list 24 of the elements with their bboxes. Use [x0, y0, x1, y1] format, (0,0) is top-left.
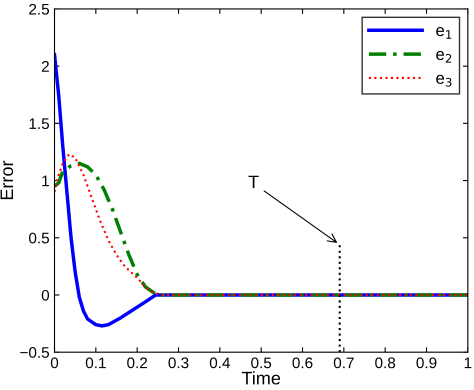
y-axis-title: Error	[0, 160, 14, 200]
y-tick-label: 1.5	[30, 118, 50, 130]
x-tick-label: 0.3	[168, 357, 188, 368]
y-tick-label: 1	[42, 176, 49, 186]
x-tick-label: 1	[464, 358, 472, 368]
x-tick-label: 0.1	[86, 357, 106, 368]
x-tick-label: 0.4	[210, 357, 230, 368]
legend-label: e$_{1}$	[436, 27, 452, 39]
legend-label: e$_{2}$	[436, 50, 452, 63]
y-tick-label: −0.5	[20, 347, 50, 358]
y-tick-label: 2	[42, 61, 49, 72]
x-tick-label: 0.7	[334, 357, 354, 368]
y-tick-label: 0.5	[29, 232, 50, 244]
x-tick-label: 0.2	[127, 357, 148, 368]
legend-label: e$_{3}$	[436, 74, 452, 87]
y-tick-label: 0	[42, 290, 50, 301]
annotation: T	[248, 176, 259, 188]
x-tick-label: 0.8	[375, 357, 396, 368]
x-axis-title: Time	[242, 371, 280, 385]
x-tick-label: 0.9	[416, 357, 436, 368]
x-tick-label: 0.5	[251, 357, 272, 368]
x-tick-label: 0.6	[292, 357, 312, 368]
x-tick-label: 0	[50, 357, 58, 368]
y-tick-label: 2.5	[29, 4, 50, 15]
